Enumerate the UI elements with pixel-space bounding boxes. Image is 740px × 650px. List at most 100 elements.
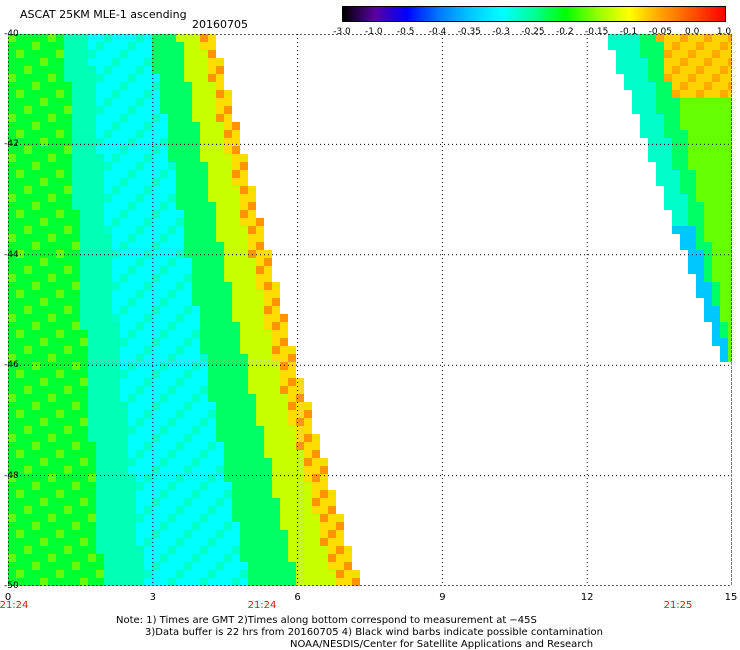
data-cell xyxy=(88,90,96,98)
data-cell xyxy=(112,378,120,386)
data-cell xyxy=(304,410,312,418)
data-cell xyxy=(248,554,256,562)
data-cell xyxy=(88,394,96,402)
data-cell xyxy=(24,498,32,506)
data-cell xyxy=(40,554,48,562)
data-cell xyxy=(88,250,96,258)
data-cell xyxy=(8,442,16,450)
data-cell xyxy=(112,402,120,410)
data-cell xyxy=(128,258,136,266)
data-cell xyxy=(120,522,128,530)
data-cell xyxy=(136,426,144,434)
data-cell xyxy=(264,354,272,362)
data-cell xyxy=(264,498,272,506)
data-cell xyxy=(112,474,120,482)
data-cell xyxy=(640,58,648,66)
data-cell xyxy=(80,154,88,162)
data-cell xyxy=(248,450,256,458)
data-cell xyxy=(248,194,256,202)
data-cell xyxy=(192,82,200,90)
data-cell xyxy=(112,186,120,194)
data-cell xyxy=(8,330,16,338)
data-cell xyxy=(240,170,248,178)
data-cell xyxy=(192,234,200,242)
data-cell xyxy=(224,234,232,242)
data-cell xyxy=(224,290,232,298)
data-cell xyxy=(184,146,192,154)
data-cell xyxy=(24,114,32,122)
data-cell xyxy=(320,498,328,506)
data-cell xyxy=(232,178,240,186)
data-cell xyxy=(344,546,352,554)
data-cell xyxy=(256,218,264,226)
data-cell xyxy=(128,394,136,402)
data-cell xyxy=(104,274,112,282)
data-cell xyxy=(680,210,688,218)
data-cell xyxy=(256,554,264,562)
data-cell xyxy=(216,210,224,218)
data-cell xyxy=(32,362,40,370)
data-cell xyxy=(32,298,40,306)
data-cell xyxy=(56,226,64,234)
data-cell xyxy=(112,338,120,346)
data-cell xyxy=(192,58,200,66)
data-cell xyxy=(24,42,32,50)
data-cell xyxy=(88,298,96,306)
data-cell xyxy=(64,426,72,434)
data-cell xyxy=(240,482,248,490)
data-cell xyxy=(176,426,184,434)
data-cell xyxy=(128,66,136,74)
data-cell xyxy=(32,34,40,42)
data-cell xyxy=(152,186,160,194)
data-cell xyxy=(664,114,672,122)
data-cell xyxy=(72,314,80,322)
data-cell xyxy=(200,106,208,114)
data-cell xyxy=(40,442,48,450)
data-cell xyxy=(24,530,32,538)
data-cell xyxy=(40,58,48,66)
data-cell xyxy=(8,290,16,298)
data-cell xyxy=(728,250,732,258)
data-cell xyxy=(56,202,64,210)
data-cell xyxy=(200,418,208,426)
data-cell xyxy=(656,122,664,130)
data-cell xyxy=(96,570,104,578)
data-cell xyxy=(232,450,240,458)
data-cell xyxy=(120,162,128,170)
data-cell xyxy=(104,98,112,106)
data-cell xyxy=(200,426,208,434)
data-cell xyxy=(96,90,104,98)
data-cell xyxy=(80,250,88,258)
data-cell xyxy=(64,122,72,130)
data-cell xyxy=(144,498,152,506)
data-cell xyxy=(16,170,24,178)
data-cell xyxy=(128,466,136,474)
data-cell xyxy=(224,322,232,330)
data-cell xyxy=(224,434,232,442)
data-cell xyxy=(128,90,136,98)
data-cell xyxy=(40,410,48,418)
data-cell xyxy=(656,50,664,58)
data-cell xyxy=(16,218,24,226)
data-cell xyxy=(280,386,288,394)
data-cell xyxy=(88,170,96,178)
data-cell xyxy=(112,562,120,570)
data-cell xyxy=(720,258,728,266)
data-cell xyxy=(672,170,680,178)
data-cell xyxy=(56,146,64,154)
data-cell xyxy=(56,522,64,530)
colorbar xyxy=(342,6,726,22)
data-cell xyxy=(152,194,160,202)
data-cell xyxy=(280,482,288,490)
data-cell xyxy=(208,130,216,138)
data-cell xyxy=(152,442,160,450)
data-cell xyxy=(256,578,264,586)
data-cell xyxy=(728,138,732,146)
data-cell xyxy=(192,482,200,490)
colorbar-label: -0.2 xyxy=(556,27,574,37)
data-cell xyxy=(40,234,48,242)
data-cell xyxy=(296,490,304,498)
data-cell xyxy=(248,290,256,298)
data-cell xyxy=(192,210,200,218)
data-cell xyxy=(8,490,16,498)
